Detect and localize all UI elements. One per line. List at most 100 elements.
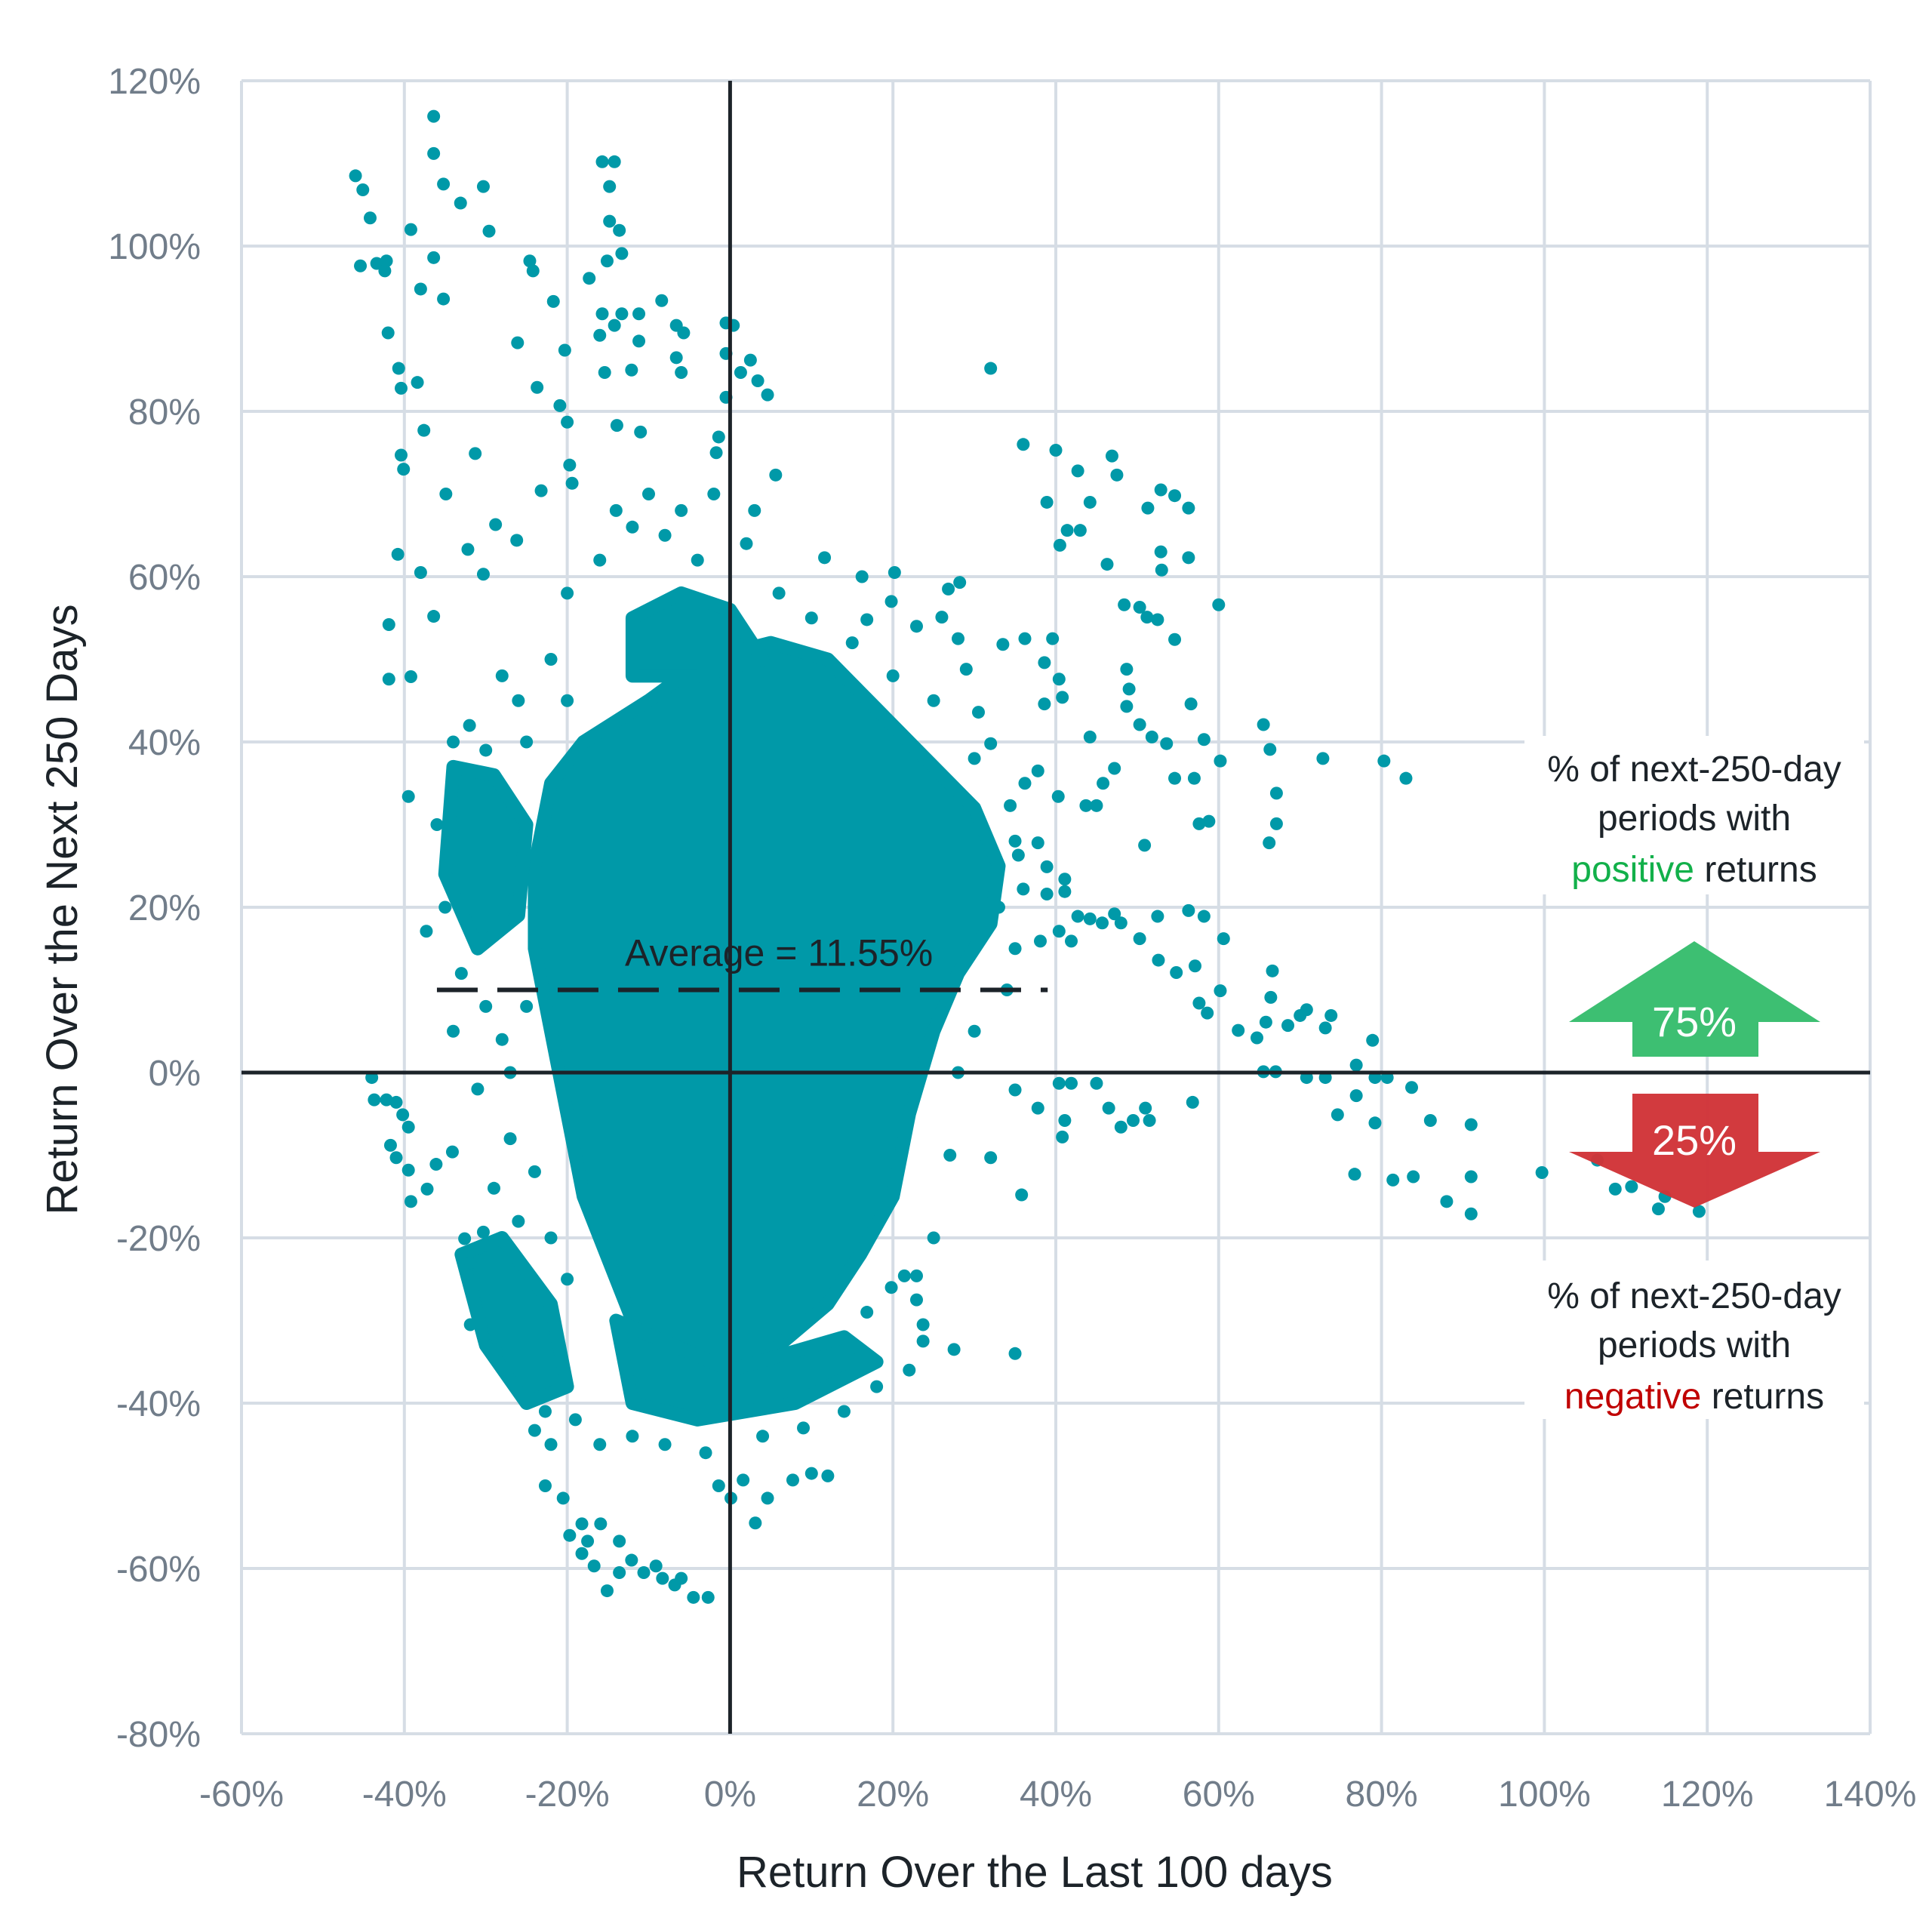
data-point (511, 336, 525, 349)
data-point (482, 224, 496, 238)
data-point (615, 307, 629, 321)
x-tick-label: 80% (1346, 1775, 1418, 1815)
data-point (534, 484, 548, 497)
data-point (1056, 691, 1069, 704)
data-point (1071, 910, 1084, 923)
data-point (675, 1571, 688, 1585)
returns-word: returns (1694, 850, 1817, 890)
data-point (1114, 916, 1128, 930)
data-point (565, 476, 579, 490)
data-point (1535, 1165, 1549, 1179)
returns-word: returns (1701, 1377, 1824, 1417)
data-point (420, 1182, 434, 1196)
data-point (414, 566, 427, 580)
data-point (463, 719, 476, 732)
data-point (1407, 1170, 1420, 1184)
data-point (1214, 984, 1227, 998)
data-point (1018, 632, 1032, 645)
positive-note-background (1524, 736, 1864, 894)
data-point (370, 257, 383, 270)
y-tick-label: -60% (116, 1550, 201, 1590)
data-point (626, 520, 639, 534)
data-point (1263, 743, 1277, 756)
data-point (1071, 464, 1084, 478)
down-arrow-icon (1569, 1094, 1820, 1208)
data-point (544, 1438, 558, 1451)
data-point (1186, 1095, 1199, 1109)
data-point (581, 1534, 595, 1548)
data-point (712, 430, 725, 444)
data-point (563, 458, 577, 472)
data-point (1083, 730, 1097, 743)
y-tick-label: 0% (149, 1054, 201, 1094)
data-point (420, 925, 433, 938)
data-point (675, 366, 688, 380)
data-point (1052, 673, 1066, 686)
x-tick-label: 100% (1498, 1775, 1591, 1815)
data-point (528, 1424, 541, 1437)
y-tick-label: 100% (108, 227, 201, 267)
data-point (568, 1413, 582, 1427)
data-point (1133, 601, 1146, 614)
data-point (458, 1232, 472, 1245)
data-point (756, 1430, 770, 1443)
data-point (1038, 656, 1051, 669)
data-point (378, 264, 392, 278)
data-point (495, 669, 509, 682)
data-point (1008, 834, 1022, 848)
data-point (394, 381, 408, 395)
data-point (1349, 1089, 1363, 1103)
data-point (1423, 1114, 1437, 1128)
y-tick-label: -40% (116, 1384, 201, 1424)
data-point (1155, 563, 1168, 577)
data-point (1331, 1108, 1344, 1122)
x-tick-label: 40% (1020, 1775, 1092, 1815)
negative-note-line1: % of next-250-day (1547, 1276, 1841, 1316)
data-point (1033, 934, 1047, 948)
data-point (609, 503, 623, 517)
data-point (363, 211, 377, 225)
data-point (909, 620, 923, 633)
data-point (1053, 538, 1066, 552)
data-point (427, 109, 441, 123)
data-point (1197, 910, 1211, 923)
data-point (860, 1306, 874, 1319)
data-point (512, 1214, 525, 1228)
data-point (1464, 1207, 1478, 1220)
data-point (1141, 501, 1155, 515)
data-point (1017, 438, 1030, 451)
data-point (561, 1273, 574, 1286)
data-point (748, 503, 761, 517)
x-tick-label: 60% (1183, 1775, 1255, 1815)
data-point (520, 735, 534, 749)
data-point (479, 999, 493, 1013)
y-tick-labels: -80% -60% -40% -20% 0% 20% 40% 60% 80% 100% 120% (108, 62, 201, 1755)
data-point (553, 399, 567, 412)
positive-percent: 75% (1652, 998, 1737, 1045)
data-point (382, 673, 395, 686)
data-point (751, 374, 764, 387)
data-point (404, 1195, 417, 1208)
data-point (1105, 449, 1118, 463)
data-point (740, 537, 753, 550)
data-point (916, 1318, 930, 1331)
data-point (556, 1491, 570, 1505)
data-point (538, 1405, 552, 1418)
data-point (1300, 1003, 1313, 1017)
data-point (613, 223, 626, 237)
data-point (401, 790, 415, 803)
data-point (943, 1149, 957, 1162)
data-point (818, 551, 832, 565)
data-point (1266, 964, 1279, 977)
dense-region (625, 586, 770, 683)
data-point (615, 247, 629, 260)
data-point (1083, 495, 1097, 509)
data-point (1170, 966, 1183, 980)
data-point (1090, 799, 1103, 812)
data-point (1189, 959, 1202, 973)
data-point (1257, 718, 1270, 731)
data-point (1269, 786, 1283, 800)
data-point (707, 488, 721, 500)
data-point (1018, 777, 1032, 790)
data-point (1168, 771, 1182, 785)
